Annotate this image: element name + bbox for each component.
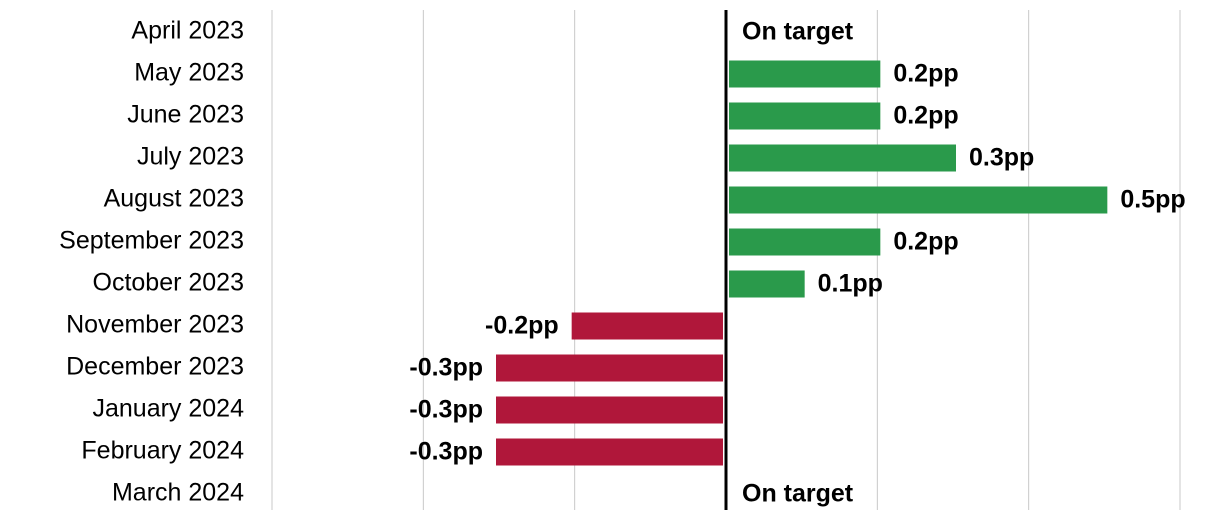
value-label: 0.3pp: [969, 144, 1034, 172]
category-label: August 2023: [104, 185, 244, 213]
category-label: May 2023: [134, 59, 244, 87]
category-label: October 2023: [93, 269, 245, 297]
value-label: -0.2pp: [485, 312, 559, 340]
bar: [729, 186, 1108, 214]
value-label: 0.2pp: [893, 60, 958, 88]
value-label: On target: [742, 18, 854, 46]
bar: [496, 354, 723, 382]
bar: [729, 144, 956, 172]
category-label: February 2024: [81, 437, 244, 465]
category-label: April 2023: [131, 17, 244, 45]
category-label: December 2023: [66, 353, 244, 381]
value-label: -0.3pp: [409, 396, 483, 424]
value-label: -0.3pp: [409, 354, 483, 382]
category-label: November 2023: [66, 311, 244, 339]
bar: [729, 60, 881, 88]
category-label: July 2023: [137, 143, 244, 171]
bar: [496, 396, 723, 424]
value-label: 0.2pp: [893, 102, 958, 130]
bar: [496, 438, 723, 466]
category-label: March 2024: [112, 479, 244, 507]
bar: [729, 102, 881, 130]
value-label: 0.5pp: [1120, 186, 1185, 214]
bar: [729, 270, 805, 298]
bar: [729, 228, 881, 256]
value-label: On target: [742, 480, 854, 508]
value-label: 0.2pp: [893, 228, 958, 256]
bar: [571, 312, 723, 340]
value-label: -0.3pp: [409, 438, 483, 466]
category-label: January 2024: [92, 395, 244, 423]
category-label: June 2023: [127, 101, 244, 129]
value-label: 0.1pp: [818, 270, 883, 298]
category-label: September 2023: [59, 227, 244, 255]
